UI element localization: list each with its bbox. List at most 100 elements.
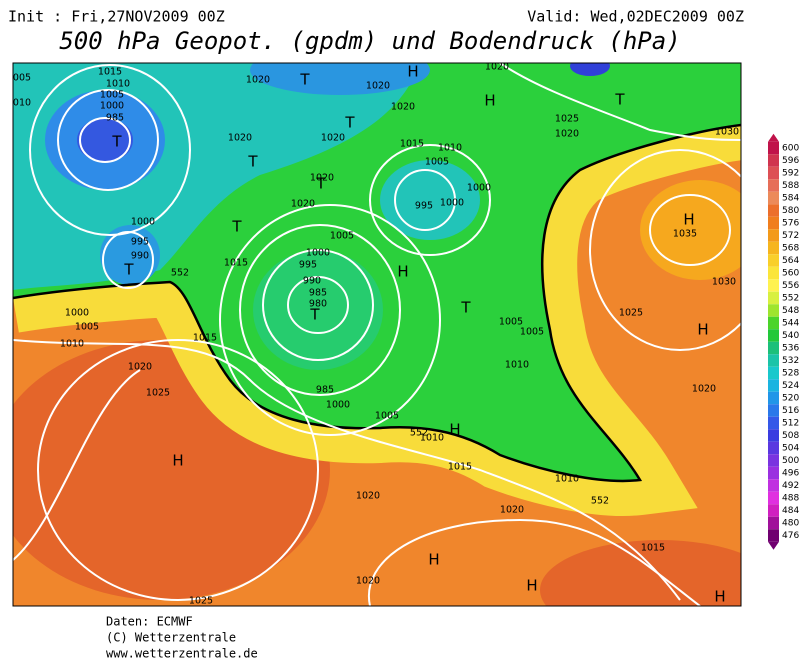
- isobar-label: 1015: [193, 333, 217, 344]
- legend-label: 488: [782, 494, 799, 504]
- legend-swatch: [768, 241, 779, 255]
- pressure-center: H: [484, 92, 495, 110]
- pressure-center: T: [111, 133, 122, 151]
- isobar-label: 1020: [321, 133, 345, 144]
- legend-swatch: [768, 354, 779, 367]
- legend-label: 536: [782, 344, 799, 354]
- isobar-label: 1025: [555, 114, 579, 125]
- legend-label: 512: [782, 419, 799, 429]
- isobar-label: 1020: [310, 173, 334, 184]
- legend-swatch: [768, 304, 779, 317]
- isobar-label: 010: [13, 98, 31, 109]
- pressure-center: H: [697, 321, 708, 339]
- legend-swatch: [768, 266, 779, 280]
- pressure-centers: H H T T T T T T T T T H T H H H H H H H: [111, 63, 725, 606]
- pressure-center: T: [614, 91, 625, 109]
- legend-label: 572: [782, 231, 799, 241]
- isobar-label: 1000: [440, 198, 464, 209]
- pressure-center: H: [526, 577, 537, 595]
- pressure-center: H: [172, 452, 183, 470]
- color-legend: 600 596 592 588 584 580 576 572 568 564 560 556 552 5…: [768, 133, 799, 550]
- pressure-center: H: [407, 63, 418, 81]
- legend-swatch: [768, 291, 779, 305]
- legend-top-tip: [768, 133, 779, 142]
- isobar-label: 1005: [499, 317, 523, 328]
- isobar-label: 1005: [520, 327, 544, 338]
- legend-swatch: [768, 429, 779, 442]
- legend-swatch: [768, 479, 779, 492]
- isobar-label: 985: [316, 385, 334, 396]
- legend-swatch: [768, 216, 779, 230]
- isobar-label: 552: [410, 428, 428, 439]
- isobar-label: 1000: [326, 400, 350, 411]
- legend-swatch: [768, 191, 779, 205]
- copyright: (C) Wetterzentrale: [106, 631, 236, 645]
- legend-label: 532: [782, 356, 799, 366]
- legend-swatch: [768, 254, 779, 267]
- isobar-label: 1020: [692, 384, 716, 395]
- legend-label: 492: [782, 481, 799, 491]
- legend-swatch: [768, 366, 779, 380]
- isobar-label: 1000: [467, 183, 491, 194]
- isobar-label: 1010: [505, 360, 529, 371]
- legend-swatch: [768, 179, 779, 192]
- isobar-label: 985: [309, 288, 327, 299]
- legend-swatch: [768, 154, 779, 167]
- legend-label: 580: [782, 206, 799, 216]
- isobar-label: 1015: [98, 67, 122, 78]
- isobar-label: 1020: [356, 576, 380, 587]
- isobar-label: 1020: [366, 81, 390, 92]
- legend-swatch: [768, 279, 779, 292]
- legend-label: 576: [782, 219, 799, 229]
- pressure-center: H: [397, 263, 408, 281]
- legend-swatch: [768, 416, 779, 430]
- isobar-label: 990: [131, 251, 149, 262]
- legend-label: 484: [782, 506, 799, 516]
- legend-swatch: [768, 504, 779, 517]
- legend-label: 500: [782, 456, 799, 466]
- legend-swatch: [768, 454, 779, 467]
- isobar-label: 1020: [485, 62, 509, 73]
- legend-swatch: [768, 529, 779, 542]
- legend-label: 496: [782, 469, 799, 479]
- pressure-center: T: [247, 153, 258, 171]
- legend-label: 480: [782, 519, 799, 529]
- legend-label: 548: [782, 306, 799, 316]
- legend-label: 504: [782, 444, 799, 454]
- valid-time: Valid: Wed,02DEC2009 00Z: [527, 8, 744, 26]
- legend-label: 584: [782, 194, 799, 204]
- legend-label: 552: [782, 294, 799, 304]
- isobar-label: 1000: [306, 248, 330, 259]
- isobar-label: 1015: [400, 139, 424, 150]
- isobar-label: 1005: [425, 157, 449, 168]
- map-title: 500 hPa Geopot. (gpdm) und Bodendruck (h…: [59, 27, 680, 55]
- isobar-label: 1010: [555, 474, 579, 485]
- legend-label: 596: [782, 156, 799, 166]
- legend-swatch: [768, 441, 779, 455]
- isobar-label: 1020: [356, 491, 380, 502]
- isobar-label: 552: [591, 496, 609, 507]
- legend-swatch: [768, 404, 779, 417]
- pressure-center: H: [449, 421, 460, 439]
- legend-swatch: [768, 379, 779, 392]
- isobar-label: 1020: [291, 199, 315, 210]
- isobar-label: 1030: [715, 127, 739, 138]
- legend-swatch: [768, 391, 779, 405]
- isobar-label: 1010: [438, 143, 462, 154]
- pressure-center: T: [460, 299, 471, 317]
- legend-label: 528: [782, 369, 799, 379]
- isobar-label: 1000: [131, 217, 155, 228]
- isobar-labels: 0050101015101010051000985102010201020102…: [13, 62, 739, 607]
- pressure-center: T: [315, 175, 326, 193]
- isobar-label: 1005: [75, 322, 99, 333]
- pressure-center: T: [344, 114, 355, 132]
- legend-swatch: [768, 491, 779, 505]
- legend-swatch: [768, 516, 779, 530]
- isobar-label: 1020: [391, 102, 415, 113]
- isobar-label: 1015: [224, 258, 248, 269]
- isobar-label: 1000: [100, 101, 124, 112]
- isobar-label: 1015: [448, 462, 472, 473]
- pressure-center: H: [714, 588, 725, 606]
- legend-label: 516: [782, 406, 799, 416]
